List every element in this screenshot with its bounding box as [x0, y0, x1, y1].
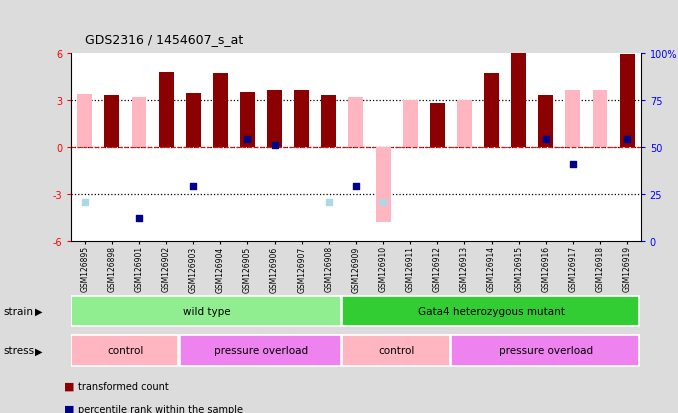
Bar	[321, 96, 336, 148]
Bar	[484, 74, 499, 148]
Text: GDS2316 / 1454607_s_at: GDS2316 / 1454607_s_at	[85, 33, 243, 45]
Bar	[132, 97, 146, 148]
Bar	[294, 90, 309, 148]
Bar	[538, 96, 553, 148]
Text: ■: ■	[64, 381, 75, 391]
Bar	[71, 335, 178, 366]
Point	[134, 215, 144, 221]
Bar	[565, 91, 580, 148]
Bar	[104, 96, 119, 148]
Bar	[159, 73, 174, 148]
Text: Gata4 heterozygous mutant: Gata4 heterozygous mutant	[418, 306, 565, 316]
Text: transformed count: transformed count	[78, 381, 169, 391]
Point	[79, 199, 90, 206]
Text: pressure overload: pressure overload	[214, 346, 308, 356]
Bar	[186, 94, 201, 148]
Point	[269, 142, 280, 149]
Point	[242, 137, 253, 143]
Point	[622, 137, 633, 143]
Point	[188, 183, 199, 190]
Bar	[342, 335, 450, 366]
Text: wild type: wild type	[183, 306, 231, 316]
Text: control: control	[378, 346, 415, 356]
Bar	[77, 95, 92, 148]
Point	[378, 199, 388, 206]
Text: stress: stress	[3, 346, 35, 356]
Bar	[348, 97, 363, 148]
Point	[567, 161, 578, 168]
Bar	[511, 54, 526, 148]
Text: ■: ■	[64, 404, 75, 413]
Bar	[71, 296, 341, 327]
Bar	[593, 90, 607, 148]
Bar	[620, 55, 635, 148]
Text: percentile rank within the sample: percentile rank within the sample	[78, 404, 243, 413]
Point	[540, 137, 551, 143]
Bar	[457, 101, 472, 148]
Bar	[403, 101, 418, 148]
Text: pressure overload: pressure overload	[499, 346, 593, 356]
Text: ▶: ▶	[35, 306, 43, 316]
Text: control: control	[107, 346, 144, 356]
Bar	[267, 91, 282, 148]
Text: strain: strain	[3, 306, 33, 316]
Bar	[213, 74, 228, 148]
Bar	[451, 335, 639, 366]
Bar	[240, 93, 255, 148]
Point	[351, 183, 361, 190]
Point	[323, 199, 334, 206]
Bar	[376, 148, 391, 223]
Bar	[342, 296, 639, 327]
Text: ▶: ▶	[35, 346, 43, 356]
Bar	[430, 104, 445, 148]
Bar	[180, 335, 341, 366]
